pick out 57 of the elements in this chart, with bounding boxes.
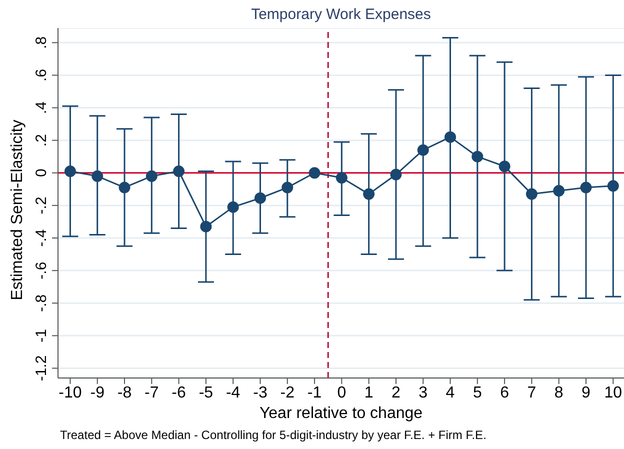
x-tick-label: 6 <box>500 384 510 402</box>
x-tick-label: -9 <box>90 384 105 402</box>
y-tick-label: -.8 <box>33 294 50 312</box>
point <box>227 201 239 213</box>
point <box>417 144 429 156</box>
x-tick-label: 4 <box>446 384 455 402</box>
x-tick-label: -8 <box>117 384 132 402</box>
x-tick-label: -7 <box>144 384 159 402</box>
x-tick-label: 2 <box>392 384 401 402</box>
y-tick-label: .2 <box>33 134 50 147</box>
point <box>553 185 565 197</box>
x-tick-label: -5 <box>198 384 214 402</box>
point <box>472 150 484 162</box>
y-axis-title: Estimated Semi-Elasticity <box>9 120 27 300</box>
point <box>498 160 510 172</box>
point <box>254 192 266 204</box>
point <box>118 182 130 194</box>
point <box>526 188 538 200</box>
y-tick-label: 0 <box>33 168 50 178</box>
point <box>92 170 104 182</box>
y-tick-label: .4 <box>33 102 50 114</box>
y-tick-label: .6 <box>33 68 50 82</box>
x-tick-label: 5 <box>472 384 482 402</box>
x-tick-label: 8 <box>554 384 564 402</box>
point <box>146 170 158 182</box>
chart-title: Temporary Work Expenses <box>250 6 432 23</box>
text: Treated = Above Median - Controlling for 5-digit-industry by year F.E. + Firm F.E. <box>60 428 486 442</box>
x-tick-label: 3 <box>418 384 428 402</box>
x-tick-label: -6 <box>172 384 186 402</box>
point <box>64 166 76 178</box>
point <box>308 167 320 179</box>
point <box>580 182 592 194</box>
point <box>444 131 456 143</box>
point <box>336 172 348 184</box>
x-tick-label: -4 <box>226 384 240 402</box>
point <box>390 168 402 180</box>
y-tick-label: -1 <box>33 329 50 342</box>
y-tick-label: -.6 <box>33 262 50 280</box>
y-tick-label: -.2 <box>33 196 50 214</box>
x-tick-label: -10 <box>58 384 82 402</box>
point <box>363 188 375 200</box>
x-tick-label: -2 <box>280 384 295 402</box>
x-tick-label: 9 <box>582 384 591 402</box>
point <box>173 166 185 178</box>
x-tick-label: 1 <box>364 384 374 402</box>
x-tick-label: -3 <box>253 384 268 402</box>
point <box>282 182 294 194</box>
x-tick-label: -1 <box>307 384 322 402</box>
y-tick-label: -.4 <box>33 229 50 247</box>
point <box>200 220 212 232</box>
x-tick-label: 10 <box>604 384 622 402</box>
x-tick-label: 0 <box>337 384 346 402</box>
y-tick-label: .8 <box>33 36 50 49</box>
x-tick-label: 7 <box>527 384 536 402</box>
point <box>607 180 619 192</box>
x-axis-title: Year relative to change <box>258 405 424 423</box>
y-tick-label: -1.2 <box>33 355 50 382</box>
